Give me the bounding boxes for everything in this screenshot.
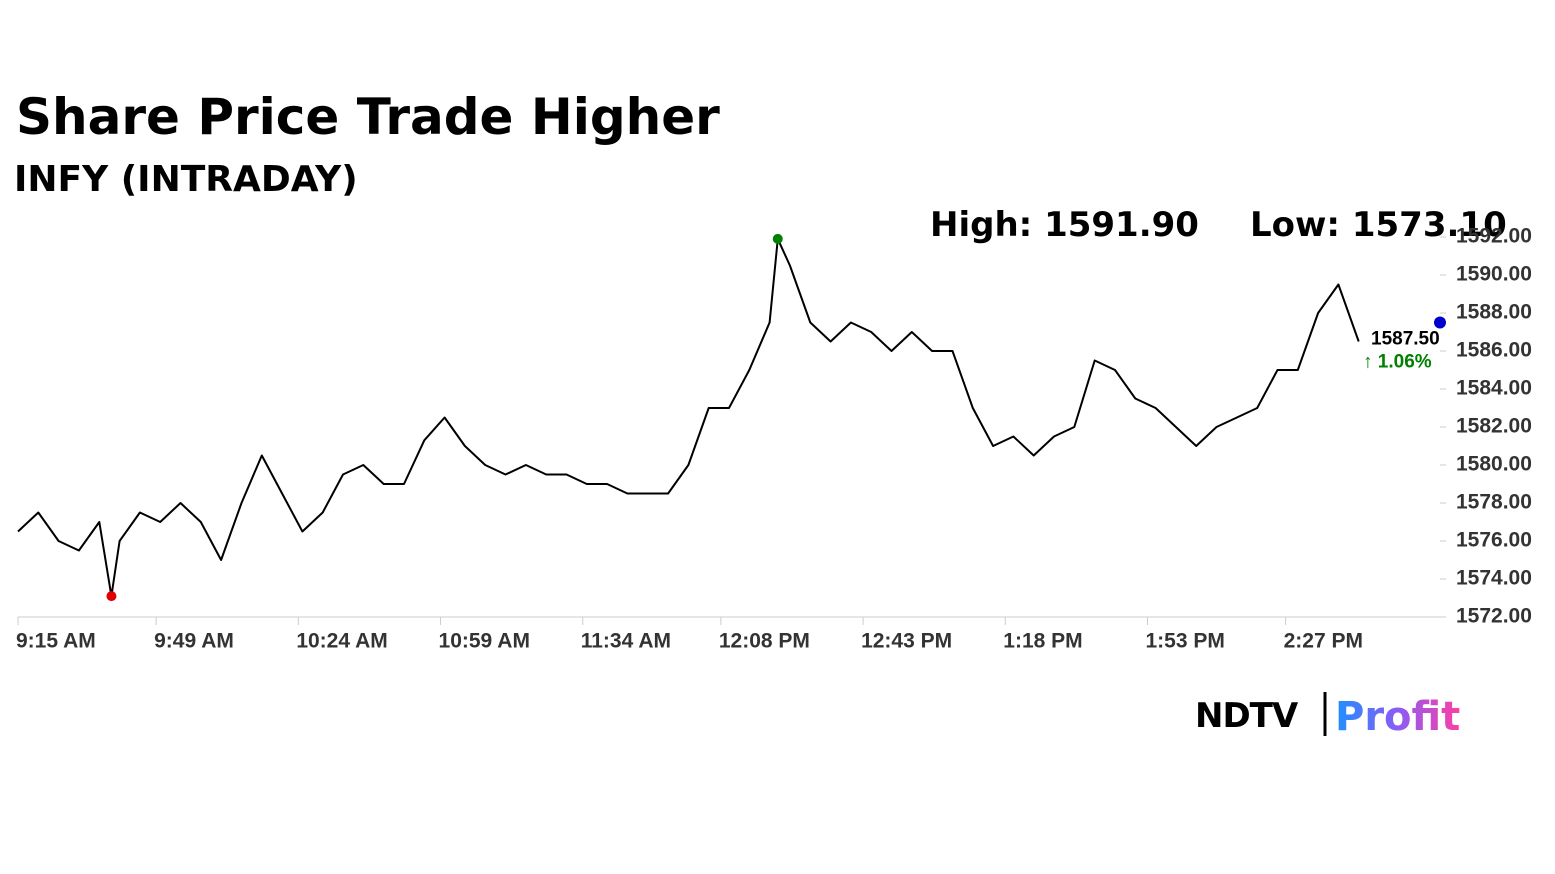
logo-ndtv: NDTV <box>1195 696 1299 736</box>
y-tick-label: 1578.00 <box>1456 491 1532 514</box>
x-tick-label: 11:34 AM <box>581 630 671 653</box>
y-tick-label: 1586.00 <box>1456 339 1532 362</box>
x-tick-label: 10:24 AM <box>296 630 387 653</box>
y-tick-label: 1576.00 <box>1456 529 1532 552</box>
chart-subtitle: INFY (INTRADAY) <box>14 159 358 200</box>
x-tick-label: 9:15 AM <box>16 630 96 653</box>
y-tick-label: 1592.00 <box>1456 225 1532 248</box>
x-tick-label: 10:59 AM <box>439 630 530 653</box>
last-price-marker <box>1434 316 1446 329</box>
last-price-label: 1587.50 <box>1371 329 1440 350</box>
y-tick-label: 1574.00 <box>1456 567 1532 590</box>
x-tick-label: 1:18 PM <box>1003 630 1082 653</box>
chart-title: Share Price Trade Higher <box>16 88 720 146</box>
x-tick-label: 9:49 AM <box>154 630 234 653</box>
logo-profit: Profit <box>1335 694 1460 740</box>
y-tick-label: 1588.00 <box>1456 301 1532 324</box>
x-tick-label: 1:53 PM <box>1145 630 1224 653</box>
low-label: Low: 1573.10 <box>1250 205 1507 245</box>
y-tick-label: 1584.00 <box>1456 377 1532 400</box>
price-line <box>17 237 1360 598</box>
y-tick-label: 1572.00 <box>1456 605 1532 628</box>
y-tick-label: 1590.00 <box>1456 263 1532 286</box>
y-tick-label: 1582.00 <box>1456 415 1532 438</box>
low-marker <box>106 591 117 602</box>
high-label: High: 1591.90 <box>930 205 1199 245</box>
x-tick-label: 12:43 PM <box>861 630 952 653</box>
high-marker <box>772 233 783 244</box>
y-tick-label: 1580.00 <box>1456 453 1532 476</box>
x-tick-label: 2:27 PM <box>1284 630 1363 653</box>
x-tick-label: 12:08 PM <box>719 630 810 653</box>
change-label: ↑ 1.06% <box>1363 352 1432 373</box>
